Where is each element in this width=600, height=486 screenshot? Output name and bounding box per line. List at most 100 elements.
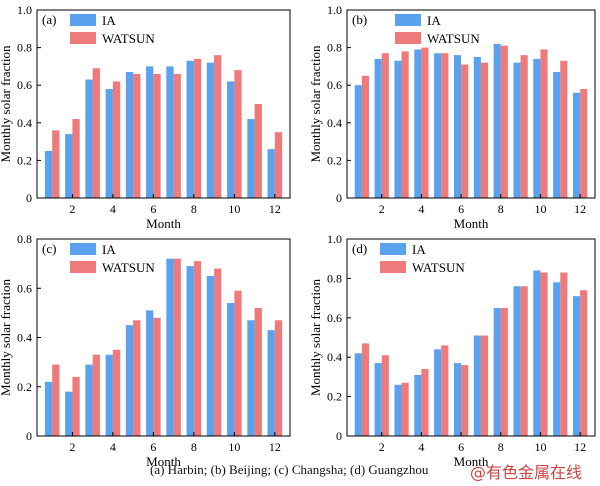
y-axis-label: Monthly solar fraction — [308, 45, 323, 162]
legend-swatch-watsun — [380, 261, 406, 273]
y-tick-label: 0.2 — [327, 390, 342, 404]
bar-watsun-month-10 — [234, 290, 242, 436]
bar-watsun-month-1 — [361, 343, 370, 436]
bar-ia-month-4 — [105, 354, 113, 436]
y-axis-label: Monthly solar fraction — [308, 279, 323, 396]
bar-ia-month-1 — [44, 381, 53, 436]
bar-ia-month-2 — [65, 134, 73, 198]
x-axis-label: Month — [454, 454, 489, 469]
legend-swatch-ia — [380, 243, 406, 255]
x-tick-label: 10 — [228, 202, 240, 216]
bar-watsun-month-3 — [401, 382, 409, 436]
bar-watsun-month-8 — [500, 307, 508, 436]
x-tick-label: 2 — [379, 440, 385, 454]
x-axis-label: Month — [454, 216, 489, 231]
bar-ia-month-10 — [533, 270, 541, 436]
legend-swatch-watsun — [70, 32, 96, 44]
bar-watsun-month-9 — [214, 268, 222, 436]
bar-ia-month-12 — [572, 296, 581, 436]
x-tick-label: 10 — [534, 440, 546, 454]
bar-watsun-month-6 — [461, 64, 469, 199]
y-tick-label: 0.8 — [17, 232, 32, 246]
bar-watsun-month-12 — [274, 320, 283, 436]
x-axis-label: Month — [146, 216, 181, 231]
bar-ia-month-7 — [166, 258, 174, 436]
y-tick-label: 0.6 — [327, 311, 342, 325]
x-tick-label: 4 — [110, 202, 116, 216]
bar-ia-month-11 — [553, 282, 561, 436]
bar-ia-month-10 — [227, 81, 235, 198]
y-tick-label: 0.8 — [327, 271, 342, 285]
legend-label-ia: IA — [102, 242, 116, 257]
legend-swatch-ia — [70, 243, 96, 255]
bar-ia-month-5 — [125, 72, 134, 198]
y-tick-label: 0.2 — [17, 380, 32, 394]
bar-watsun-month-11 — [254, 307, 262, 436]
bar-ia-month-9 — [513, 62, 521, 198]
legend-swatch-ia — [395, 14, 421, 26]
bar-watsun-month-5 — [441, 345, 449, 436]
bar-watsun-month-2 — [72, 119, 80, 198]
legend-label-ia: IA — [102, 13, 116, 28]
bar-watsun-month-5 — [441, 53, 449, 198]
bar-watsun-month-7 — [173, 258, 181, 436]
legend-swatch-ia — [70, 14, 96, 26]
y-tick-label: 0.6 — [327, 78, 342, 92]
y-tick-label: 0 — [26, 429, 32, 443]
y-axis-label: Monthly solar fraction — [0, 45, 13, 162]
bar-ia-month-4 — [414, 374, 422, 436]
bar-ia-month-1 — [354, 85, 362, 198]
bar-watsun-month-4 — [421, 47, 429, 198]
y-tick-label: 0.2 — [17, 153, 32, 167]
bar-watsun-month-9 — [520, 286, 528, 436]
x-tick-label: 6 — [458, 440, 464, 454]
bar-watsun-month-8 — [500, 45, 508, 198]
watermark: @有色金属在线 — [470, 463, 583, 482]
bar-watsun-month-11 — [560, 60, 568, 199]
x-tick-label: 8 — [191, 440, 197, 454]
bar-ia-month-10 — [227, 303, 235, 436]
x-tick-label: 8 — [191, 202, 197, 216]
bar-watsun-month-5 — [133, 73, 141, 198]
plot-frame — [346, 9, 596, 199]
x-axis-label: Month — [146, 454, 181, 469]
x-tick-label: 12 — [574, 440, 586, 454]
y-tick-label: 0.4 — [327, 116, 342, 130]
bar-watsun-month-7 — [480, 335, 489, 436]
bar-ia-month-3 — [85, 364, 93, 436]
bar-ia-month-8 — [186, 60, 194, 199]
bar-watsun-month-3 — [401, 51, 409, 198]
bar-ia-month-3 — [85, 79, 93, 198]
x-tick-label: 6 — [150, 202, 156, 216]
panel-label: (d) — [352, 241, 367, 256]
bar-watsun-month-7 — [173, 73, 181, 198]
legend-label-watsun: WATSUN — [102, 31, 155, 46]
bar-watsun-month-3 — [92, 354, 100, 436]
bar-ia-month-5 — [434, 53, 442, 198]
bar-ia-month-3 — [394, 384, 402, 436]
chart-panel-1: 0 0.2 0.4 0.6 0.8 1.0 2 4 6 8 10 12 Month Monthly sol… — [0, 3, 291, 231]
bar-ia-month-12 — [267, 149, 275, 198]
figure-caption: (a) Harbin; (b) Beijing; (c) Changsha; (… — [150, 462, 429, 477]
bar-ia-month-2 — [374, 363, 382, 436]
chart-panel-4: 0 0.2 0.4 0.6 0.8 1.0 2 4 6 8 10 12 Month Monthly sol… — [308, 232, 596, 469]
legend-label-ia: IA — [412, 242, 426, 257]
bar-watsun-month-9 — [214, 55, 222, 199]
bar-watsun-month-11 — [254, 104, 262, 198]
legend-label-ia: IA — [427, 13, 441, 28]
y-tick-label: 0.6 — [17, 281, 32, 295]
bar-watsun-month-8 — [193, 58, 202, 198]
y-tick-label: 0 — [26, 191, 32, 205]
panel-label: (b) — [352, 12, 367, 27]
y-tick-label: 1.0 — [327, 3, 342, 17]
x-tick-label: 8 — [498, 202, 504, 216]
x-tick-label: 12 — [269, 440, 281, 454]
y-tick-label: 0.4 — [17, 331, 32, 345]
bar-ia-month-1 — [354, 353, 362, 436]
x-tick-label: 10 — [228, 440, 240, 454]
bar-watsun-month-6 — [153, 317, 161, 436]
bar-watsun-month-9 — [520, 55, 528, 199]
bar-ia-month-6 — [146, 310, 154, 436]
bar-ia-month-9 — [206, 62, 215, 198]
